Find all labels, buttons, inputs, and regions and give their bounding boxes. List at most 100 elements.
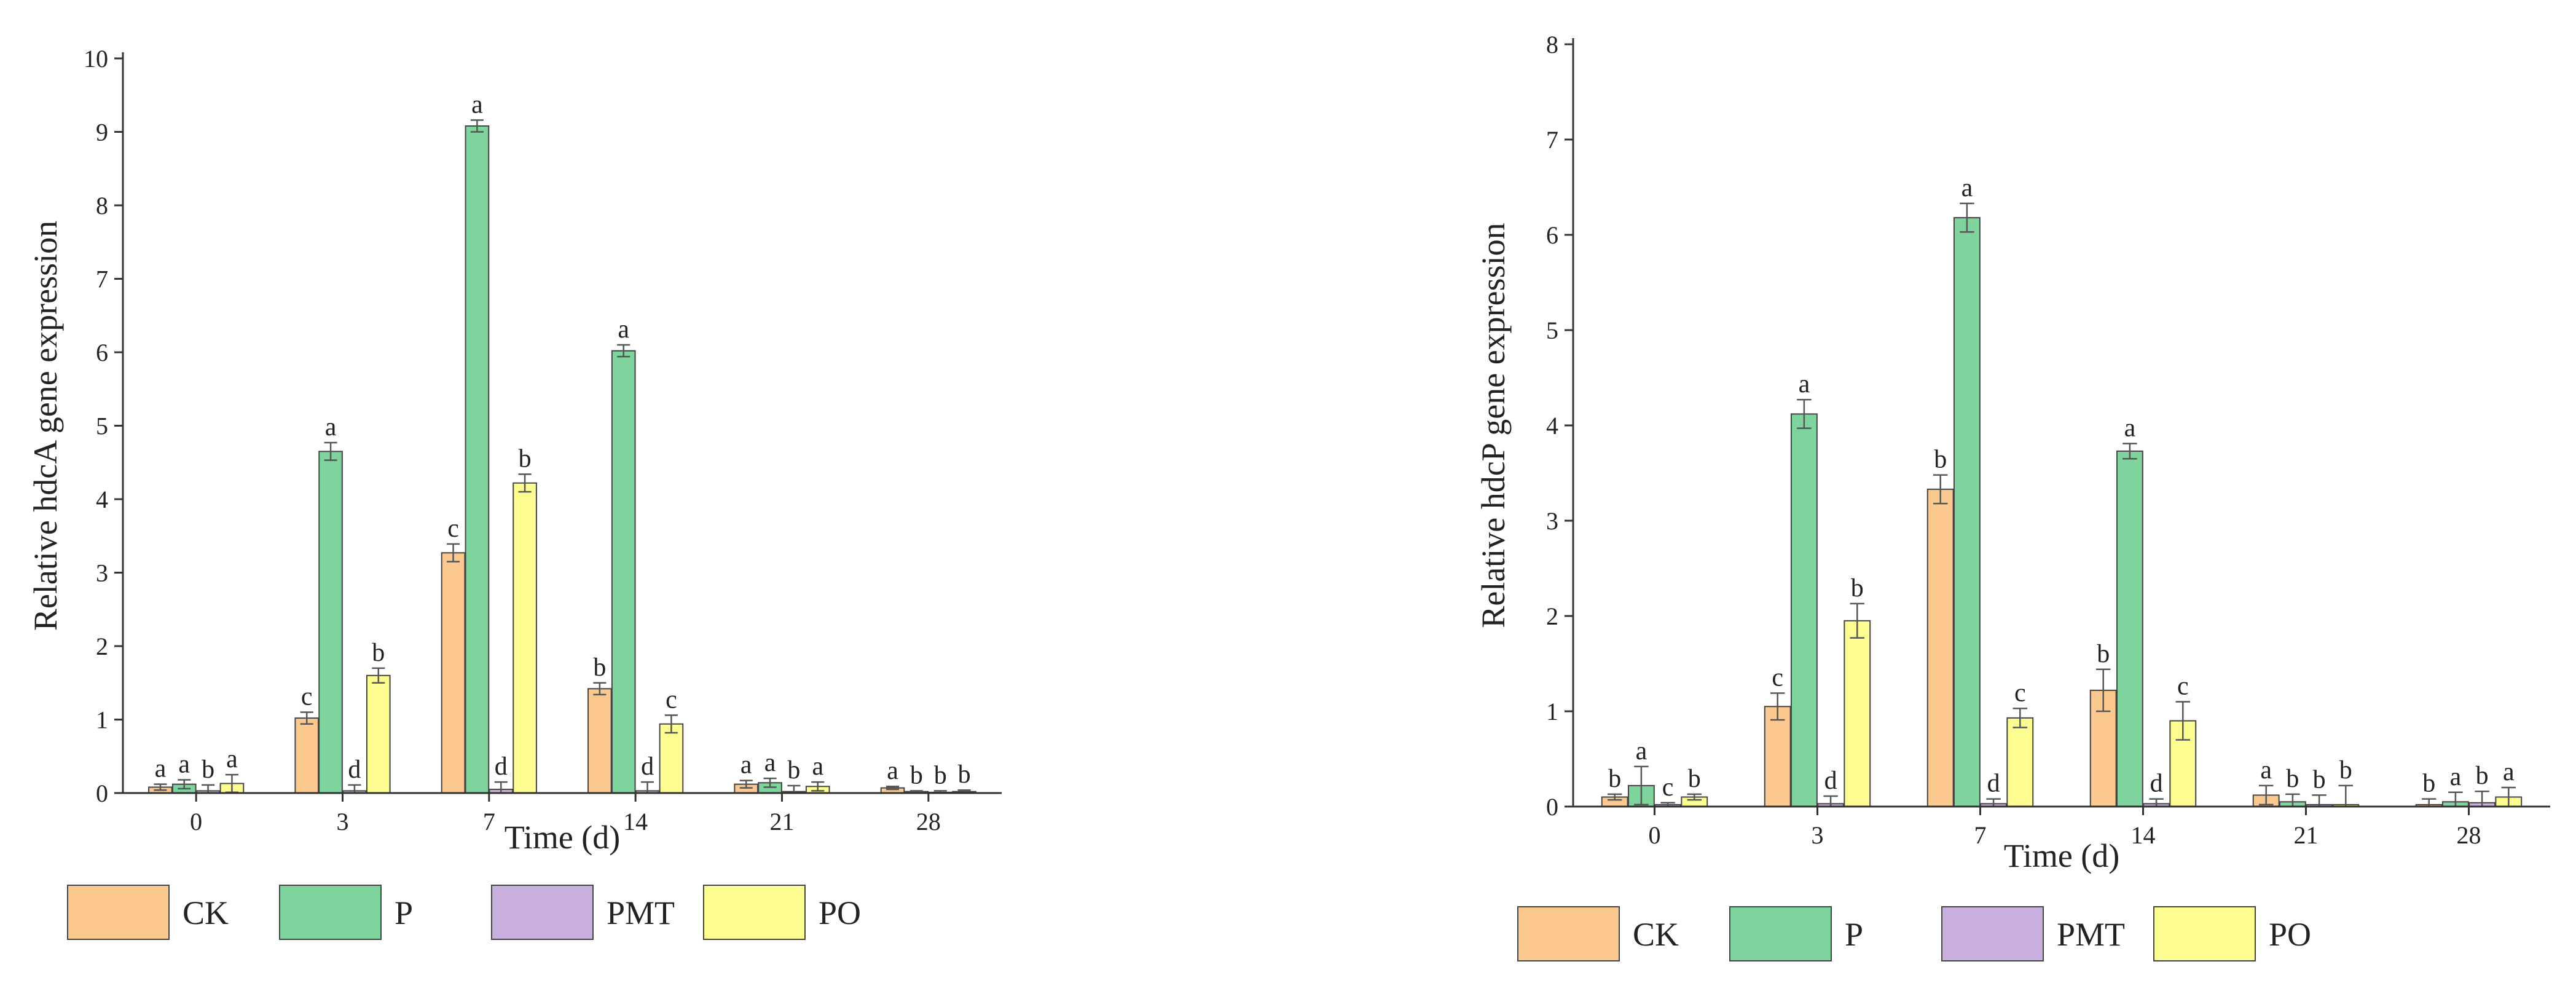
legend-swatch bbox=[1729, 906, 1832, 961]
y-tick-label: 1 bbox=[96, 706, 108, 734]
legend-item: PO bbox=[703, 885, 861, 940]
legend-item: PMT bbox=[1941, 906, 2125, 961]
x-tick-label: 21 bbox=[770, 808, 795, 835]
error-bar bbox=[518, 473, 532, 493]
significance-label: a bbox=[2260, 756, 2272, 784]
significance-label: a bbox=[812, 752, 823, 781]
bar bbox=[465, 125, 490, 794]
legend: CK P PMT PO bbox=[67, 885, 861, 940]
legend-swatch bbox=[1517, 906, 1620, 961]
bar bbox=[611, 350, 636, 794]
significance-label: a bbox=[325, 413, 337, 441]
error-bar bbox=[2338, 784, 2354, 808]
significance-label: b bbox=[2476, 762, 2489, 790]
error-bar bbox=[1850, 602, 1865, 639]
bar bbox=[294, 717, 320, 794]
significance-label: a bbox=[2503, 758, 2515, 786]
bar bbox=[587, 688, 612, 794]
significance-label: b bbox=[1688, 765, 1701, 793]
error-bar bbox=[2095, 668, 2111, 713]
significance-label: b bbox=[593, 653, 606, 682]
error-bar bbox=[154, 783, 167, 791]
bar bbox=[1953, 217, 1981, 808]
x-axis-title: Time (d) bbox=[505, 819, 621, 856]
error-bar bbox=[2122, 443, 2137, 460]
significance-label: a bbox=[1799, 370, 1810, 398]
legend-label: CK bbox=[183, 894, 229, 931]
significance-label: b bbox=[910, 761, 923, 789]
significance-label: b bbox=[202, 756, 214, 784]
significance-label: b bbox=[1608, 765, 1621, 793]
error-bar bbox=[909, 790, 923, 794]
bar bbox=[512, 482, 537, 794]
y-tick-label: 7 bbox=[96, 266, 108, 293]
significance-label: a bbox=[2124, 414, 2136, 442]
y-tick-label: 2 bbox=[96, 633, 108, 660]
x-axis-title: Time (d) bbox=[2004, 837, 2120, 874]
bar bbox=[366, 674, 391, 794]
x-tick-label: 21 bbox=[2294, 821, 2319, 849]
significance-label: b bbox=[934, 761, 947, 789]
significance-label: d bbox=[495, 752, 508, 781]
significance-label: c bbox=[1662, 773, 1674, 802]
legend-item: PMT bbox=[491, 885, 675, 940]
error-bar bbox=[178, 779, 191, 790]
y-tick-label: 1 bbox=[1546, 698, 1558, 725]
legend-label: CK bbox=[1633, 916, 1679, 953]
significance-label: a bbox=[740, 751, 752, 780]
bar bbox=[2006, 717, 2034, 807]
significance-label: a bbox=[1636, 737, 1647, 765]
error-bar bbox=[372, 667, 385, 684]
error-bar bbox=[2012, 708, 2028, 728]
y-axis-title: Relative hdcP gene expression bbox=[1475, 223, 1512, 628]
y-tick-label: 3 bbox=[96, 559, 108, 587]
y-tick-label: 10 bbox=[84, 45, 108, 73]
y-axis-title: Relative hdcA gene expression bbox=[27, 221, 64, 631]
error-bar bbox=[886, 785, 900, 791]
y-tick-label: 7 bbox=[1546, 126, 1558, 154]
significance-label: d bbox=[1824, 767, 1837, 795]
y-tick-label: 9 bbox=[96, 119, 108, 146]
significance-label: b bbox=[2286, 765, 2299, 793]
legend-label: P bbox=[395, 894, 413, 931]
significance-label: b bbox=[372, 639, 385, 667]
error-bar bbox=[1770, 692, 1785, 721]
y-tick-label: 0 bbox=[96, 780, 108, 807]
x-tick-label: 7 bbox=[1974, 821, 1987, 849]
significance-label: a bbox=[155, 755, 167, 783]
bar bbox=[1764, 706, 1791, 807]
significance-label: c bbox=[2177, 673, 2189, 701]
bars-layer bbox=[148, 125, 976, 794]
legend-label: PO bbox=[819, 894, 861, 931]
legend-swatch bbox=[2153, 906, 2256, 961]
significance-label: a bbox=[1961, 174, 1973, 202]
significance-label: d bbox=[348, 756, 361, 784]
error-bar bbox=[300, 711, 313, 725]
error-bar bbox=[447, 543, 460, 563]
error-bars-layer bbox=[1607, 202, 2516, 808]
x-tick-label: 3 bbox=[337, 808, 349, 835]
legend-swatch bbox=[67, 885, 170, 940]
significance-label: b bbox=[2339, 756, 2352, 784]
y-tick-label: 4 bbox=[1546, 412, 1558, 440]
significance-label: a bbox=[618, 315, 629, 344]
significance-label: c bbox=[301, 683, 313, 711]
legend-swatch bbox=[1941, 906, 2044, 961]
error-bar bbox=[763, 777, 777, 788]
significance-label: b bbox=[2422, 770, 2435, 798]
error-bar bbox=[1687, 793, 1702, 801]
significance-label: a bbox=[471, 90, 483, 119]
legend-label: PMT bbox=[607, 894, 675, 931]
error-bar bbox=[324, 441, 337, 461]
error-bar bbox=[617, 344, 630, 358]
significance-label: b bbox=[2097, 640, 2110, 668]
error-bars-layer bbox=[154, 119, 971, 794]
legend-swatch bbox=[703, 885, 806, 940]
y-tick-label: 6 bbox=[96, 339, 108, 366]
error-bar bbox=[1607, 793, 1622, 801]
y-tick-label: 4 bbox=[96, 486, 108, 513]
